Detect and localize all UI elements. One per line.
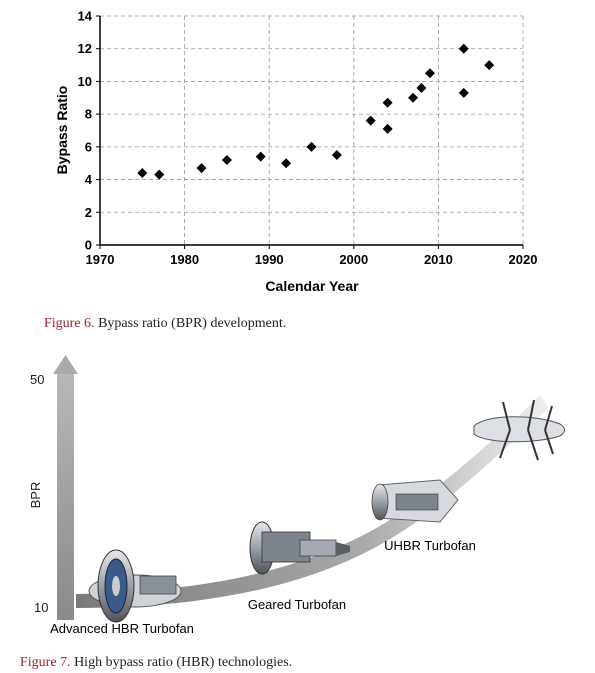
y-tick-label: 0 bbox=[85, 238, 92, 253]
data-point-diamond bbox=[306, 141, 317, 152]
data-point-diamond bbox=[255, 151, 266, 162]
figure-6-text: Bypass ratio (BPR) development. bbox=[94, 316, 287, 331]
engine-label-geared: Geared Turbofan bbox=[248, 597, 346, 612]
y-tick-label: 14 bbox=[78, 9, 93, 24]
figure-6-label: Figure 6. bbox=[44, 316, 95, 331]
data-point-diamond bbox=[154, 169, 165, 180]
uhbr-turbofan-image bbox=[371, 479, 459, 523]
figure-7-caption: Figure 7. High bypass ratio (HBR) techno… bbox=[20, 655, 292, 671]
x-tick-labels: 1970 1980 1990 2000 2010 2020 bbox=[86, 245, 538, 267]
y-tick-label: 8 bbox=[85, 107, 92, 122]
y-tick-label: 2 bbox=[85, 205, 92, 220]
y-tick-label: 4 bbox=[85, 172, 93, 187]
engine-label-advanced-hbr: Advanced HBR Turbofan bbox=[50, 621, 194, 636]
hbr-technologies-diagram: 50 10 BPR Advanced HBR Turbofan Geared T… bbox=[28, 355, 565, 636]
data-point-diamond bbox=[196, 163, 207, 174]
data-point-diamond bbox=[137, 168, 148, 179]
data-point-diamond bbox=[221, 154, 232, 165]
bpr-axis-label: BPR bbox=[28, 482, 43, 509]
data-point-diamond bbox=[484, 60, 495, 71]
open-rotor-engine-image bbox=[473, 399, 565, 461]
x-axis-label: Calendar Year bbox=[265, 278, 359, 294]
bpr-axis-bottom-label: 10 bbox=[34, 600, 48, 615]
data-point-diamond bbox=[424, 68, 435, 79]
data-point-diamond bbox=[408, 92, 419, 103]
y-axis-label: Bypass Ratio bbox=[54, 86, 70, 175]
data-points bbox=[137, 43, 495, 180]
data-point-diamond bbox=[416, 82, 427, 93]
figure-6-caption: Figure 6. Bypass ratio (BPR) development… bbox=[44, 316, 286, 332]
y-tick-labels: 0 2 4 6 8 10 12 14 bbox=[78, 9, 100, 253]
grid-lines bbox=[100, 15, 524, 245]
engine-label-uhbr: UHBR Turbofan bbox=[384, 538, 476, 553]
data-point-diamond bbox=[281, 158, 292, 169]
data-point-diamond bbox=[382, 123, 393, 134]
advanced-hbr-turbofan-image bbox=[88, 549, 182, 623]
y-tick-label: 6 bbox=[85, 139, 92, 154]
bpr-axis-arrow bbox=[53, 355, 78, 620]
progression-band bbox=[76, 395, 548, 608]
figure-7-label: Figure 7. bbox=[20, 655, 71, 670]
x-tick-label: 1980 bbox=[170, 252, 199, 267]
data-point-diamond bbox=[365, 115, 376, 126]
x-tick-label: 1990 bbox=[255, 252, 284, 267]
y-tick-label: 10 bbox=[78, 74, 92, 89]
x-tick-label: 2020 bbox=[509, 252, 538, 267]
geared-turbofan-image bbox=[249, 521, 350, 575]
figure-7-text: High bypass ratio (HBR) technologies. bbox=[70, 655, 293, 670]
data-point-diamond bbox=[458, 43, 469, 54]
bpr-scatter-chart: 1970 1980 1990 2000 2010 2020 0 2 4 6 8 10 12 14 Cal… bbox=[54, 9, 538, 295]
data-point-diamond bbox=[458, 87, 469, 98]
x-tick-label: 1970 bbox=[86, 252, 115, 267]
bpr-axis-top-label: 50 bbox=[30, 372, 44, 387]
chart-axes bbox=[99, 16, 523, 246]
data-point-diamond bbox=[382, 97, 393, 108]
x-tick-label: 2000 bbox=[339, 252, 368, 267]
x-tick-label: 2010 bbox=[424, 252, 453, 267]
y-tick-label: 12 bbox=[78, 41, 92, 56]
data-point-diamond bbox=[331, 150, 342, 161]
